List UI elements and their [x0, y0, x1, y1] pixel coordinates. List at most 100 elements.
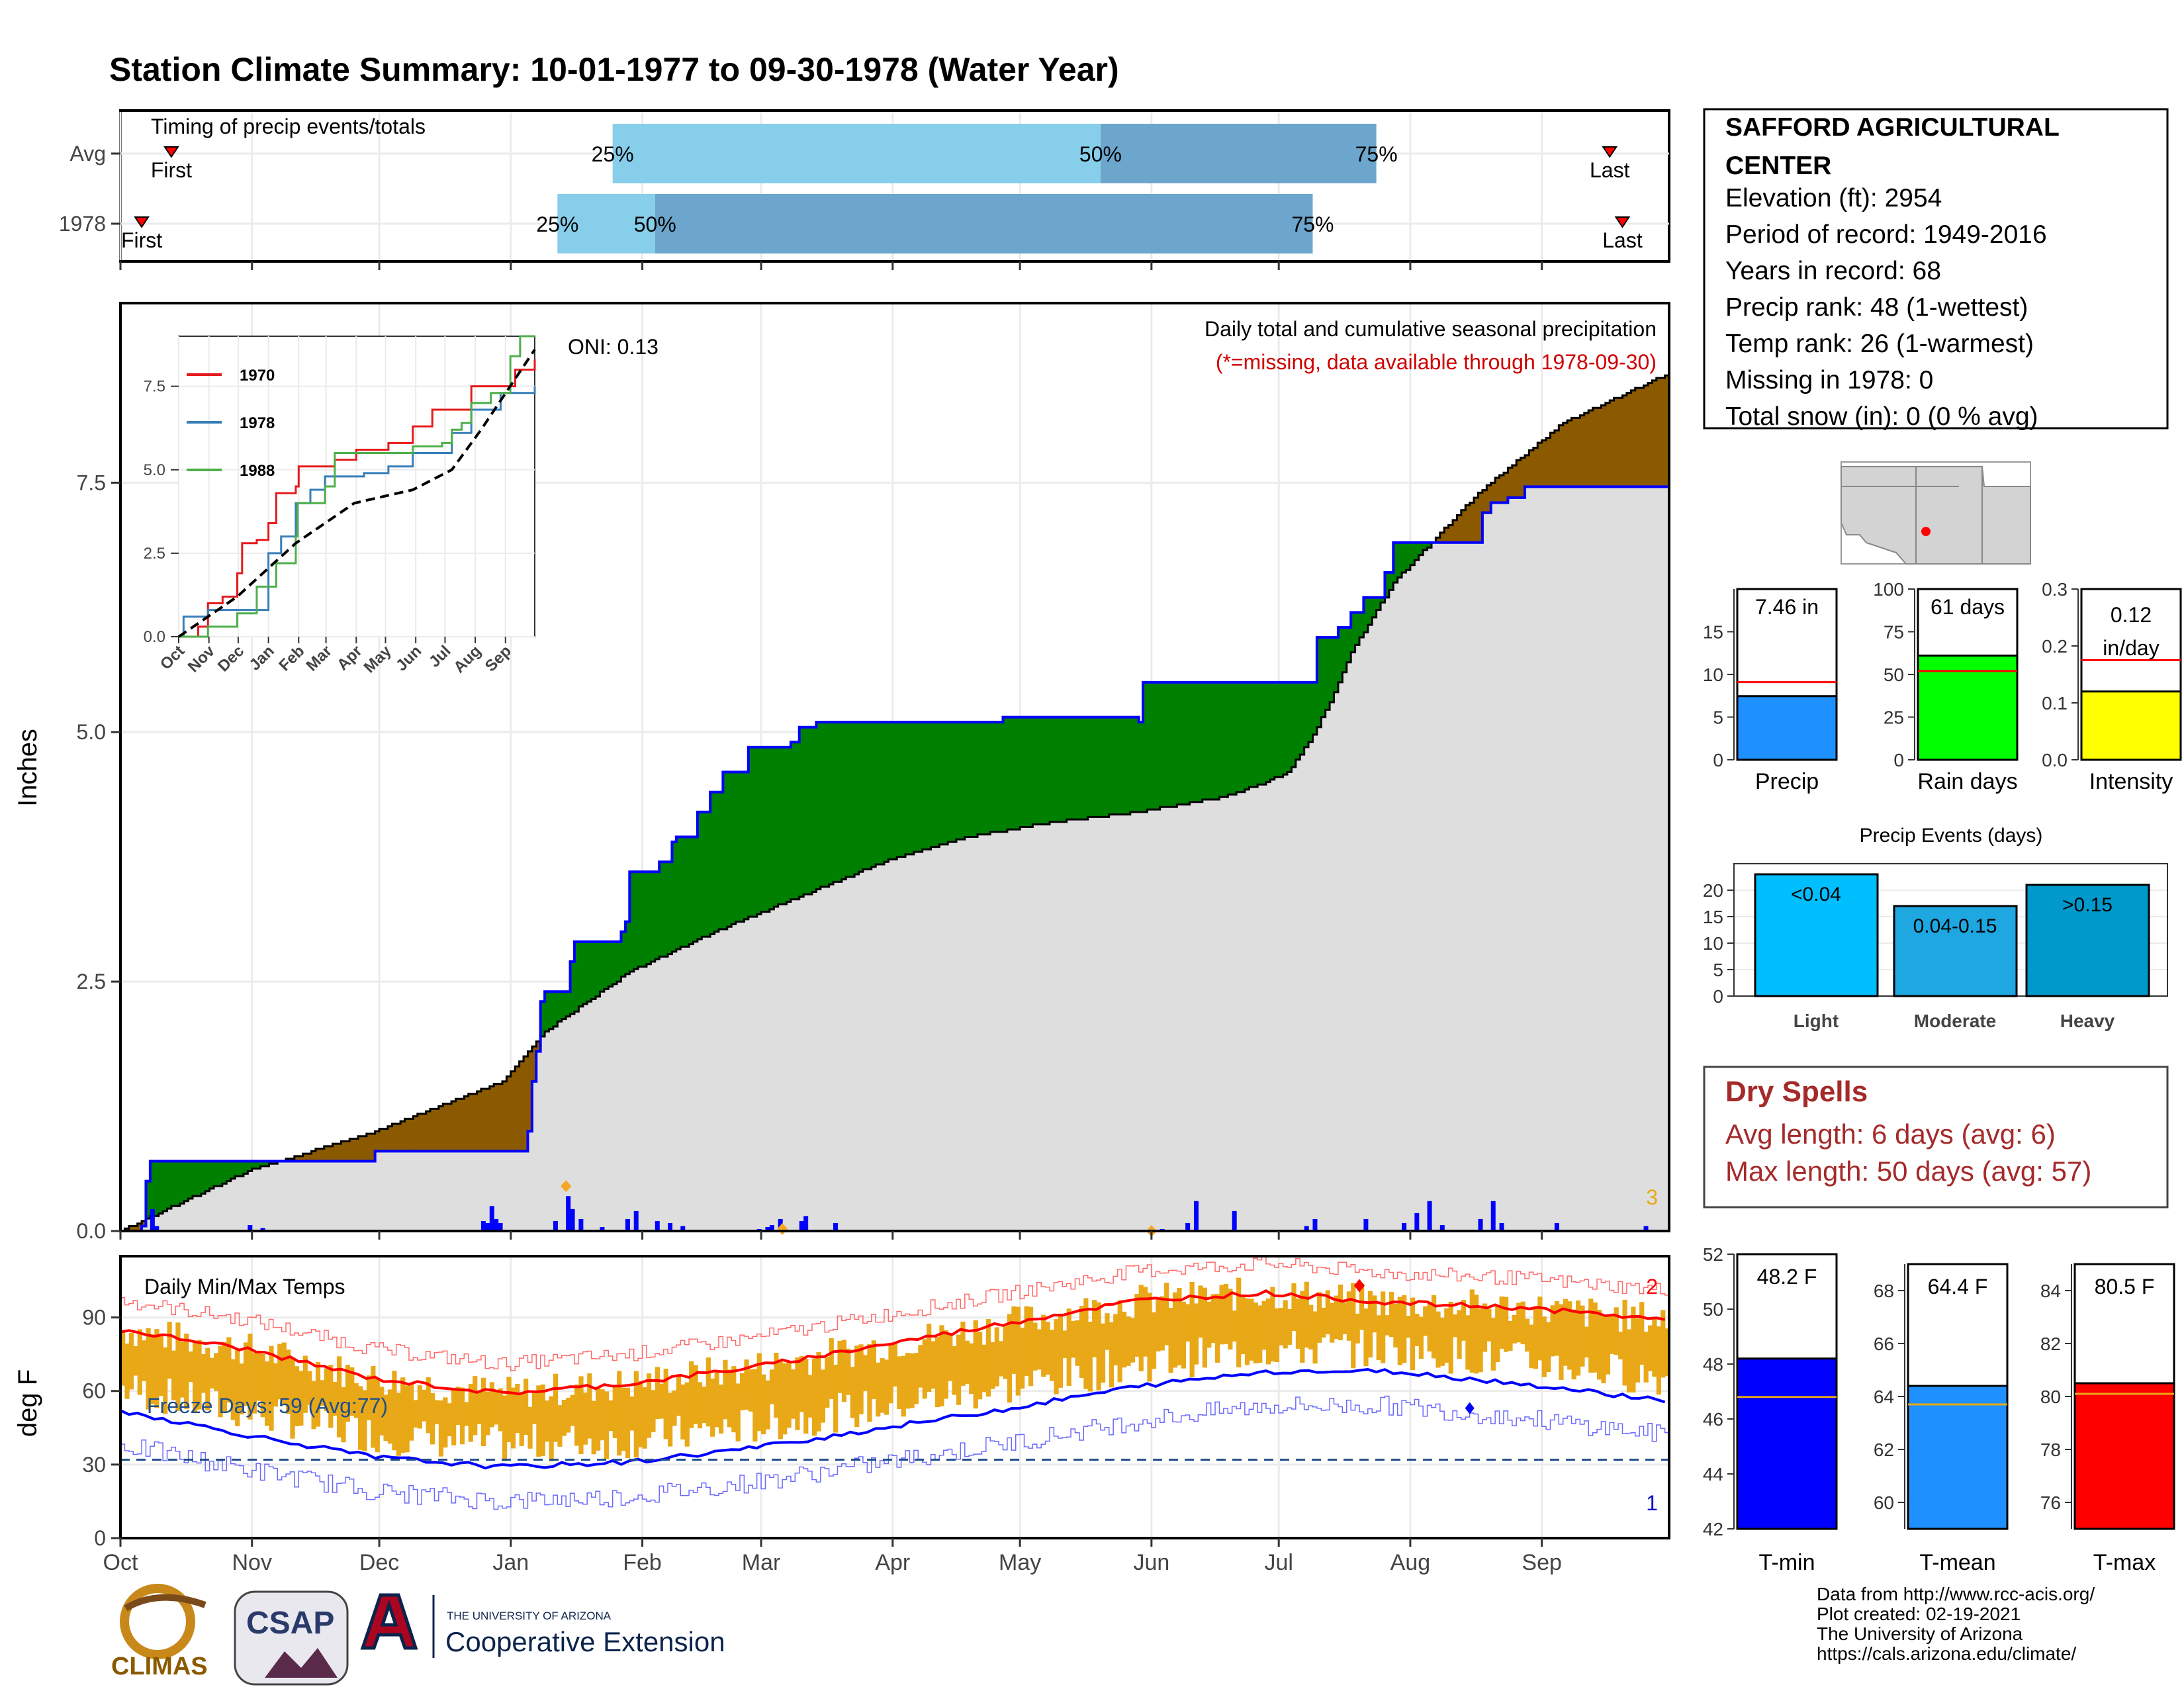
- above-average-area: [214, 1161, 219, 1187]
- above-average-area: [1355, 612, 1360, 645]
- daily-temp-bar: [1274, 1308, 1279, 1363]
- daily-temp-bar: [1253, 1303, 1258, 1364]
- daily-temp-bar: [485, 1391, 490, 1436]
- daily-temp-bar: [320, 1380, 325, 1406]
- above-average-area: [1325, 637, 1330, 710]
- inset-month-label: Feb: [275, 642, 308, 674]
- below-average-area: [1478, 492, 1483, 543]
- above-average-area: [570, 961, 575, 1015]
- above-average-area: [1321, 637, 1326, 717]
- daily-temp-bar: [1423, 1306, 1428, 1336]
- mini-bar-label: Rain days: [1917, 769, 2017, 794]
- above-average-area: [1020, 717, 1025, 827]
- daily-precip-bar: [1439, 1224, 1445, 1231]
- above-average-area: [684, 837, 690, 947]
- mini-tick-label: 15: [1703, 622, 1723, 643]
- temp-label: Daily Min/Max Temps: [144, 1275, 345, 1299]
- daily-temp-bar: [782, 1363, 788, 1435]
- daily-precip-bar: [494, 1218, 499, 1231]
- daily-temp-bar: [400, 1377, 406, 1453]
- above-average-area: [655, 872, 660, 960]
- daily-temp-bar: [277, 1344, 283, 1400]
- above-average-area: [825, 722, 830, 887]
- timing-label: Timing of precip events/totals: [151, 114, 426, 138]
- inset-ytick-label: 5.0: [144, 461, 165, 479]
- daily-temp-bar: [876, 1362, 881, 1417]
- first-label: First: [121, 228, 162, 252]
- above-average-area: [260, 1161, 265, 1167]
- above-average-area: [897, 722, 902, 857]
- above-average-area: [1130, 717, 1135, 812]
- daily-temp-bar: [1402, 1295, 1407, 1363]
- above-average-area: [1172, 682, 1177, 807]
- above-average-area: [680, 837, 686, 947]
- daily-temp-bar: [1639, 1302, 1645, 1365]
- daily-temp-bar: [752, 1369, 758, 1442]
- daily-temp-bar: [510, 1387, 516, 1449]
- daily-temp-bar: [519, 1392, 524, 1446]
- dry-spells: Dry Spells Avg length: 6 days (avg: 6) M…: [1703, 1066, 2169, 1209]
- mini-bar-charts: 0 5 10 15 Precip 0 25 50 75 100 Rain days 0.0 0.1 0.2…: [1703, 579, 2182, 794]
- above-average-area: [710, 792, 715, 935]
- above-average-area: [1156, 682, 1161, 810]
- daily-temp-bar: [438, 1400, 444, 1457]
- above-average-area: [621, 931, 626, 977]
- daily-precip-bar: [803, 1216, 809, 1231]
- temp-bar-tick-label: 66: [1874, 1334, 1894, 1354]
- temp-bar-value: [2073, 1382, 2175, 1530]
- mini-tick-label: 10: [1703, 664, 1723, 685]
- daily-temp-bar: [379, 1387, 385, 1436]
- climas-wordmark: CLIMAS: [111, 1653, 208, 1680]
- daily-temp-bar: [892, 1342, 898, 1387]
- mini-tick-label: 100: [1873, 579, 1904, 600]
- above-average-area: [1291, 682, 1297, 767]
- temp-ytick-label: 90: [82, 1306, 106, 1330]
- month-label: Feb: [623, 1550, 662, 1575]
- daily-precip-bar: [600, 1226, 605, 1231]
- daily-temp-bar: [1083, 1298, 1089, 1389]
- above-average-area: [1372, 597, 1377, 617]
- timing-panel: 25% 50% 75% First Last 25% 50% 75% First Last Tim…: [59, 109, 1670, 270]
- above-average-area: [672, 842, 677, 952]
- below-average-area: [1499, 475, 1504, 503]
- temp-bar-tick-label: 42: [1703, 1519, 1723, 1539]
- daily-temp-bar: [1647, 1325, 1653, 1371]
- daily-temp-bar: [1508, 1320, 1513, 1351]
- below-average-area: [498, 1083, 503, 1152]
- events-tick-label: 15: [1703, 907, 1723, 927]
- daily-temp-bar: [1406, 1316, 1411, 1338]
- daily-temp-bar: [1321, 1307, 1326, 1338]
- daily-temp-bar: [1316, 1292, 1322, 1343]
- station-detail: Total snow (in): 0 (0 % avg): [1725, 402, 2038, 431]
- climas-swirl: [120, 1584, 195, 1659]
- daily-precip-bar: [248, 1224, 253, 1231]
- daily-temp-bar: [1202, 1287, 1208, 1368]
- above-average-area: [978, 722, 983, 835]
- temp-bar-tick-label: 52: [1703, 1244, 1723, 1265]
- mini-bar-label: Precip: [1755, 769, 1819, 794]
- below-average-area: [1512, 465, 1517, 498]
- daily-temp-bar: [740, 1373, 745, 1410]
- inset-month-label: Jul: [426, 642, 455, 671]
- station-detail: Missing in 1978: 0: [1725, 366, 1933, 394]
- below-average-area: [1465, 505, 1471, 543]
- daily-temp-bar: [480, 1377, 486, 1447]
- daily-temp-bar: [1134, 1294, 1140, 1357]
- daily-temp-bar: [336, 1356, 342, 1438]
- events-title: Precip Events (days): [1860, 825, 2043, 846]
- daily-temp-bar: [1003, 1326, 1008, 1379]
- daily-temp-bar: [1575, 1301, 1581, 1376]
- daily-temp-bar: [235, 1349, 240, 1426]
- daily-temp-bar: [799, 1356, 804, 1412]
- above-average-area: [243, 1161, 248, 1174]
- daily-temp-bar: [633, 1371, 639, 1458]
- below-average-area: [353, 1138, 359, 1162]
- daily-temp-bar: [494, 1391, 499, 1425]
- daily-temp-bar: [638, 1381, 643, 1447]
- above-average-area: [871, 722, 876, 867]
- daily-temp-bar: [230, 1359, 236, 1420]
- above-average-area: [1338, 627, 1343, 682]
- daily-temp-bar: [756, 1353, 762, 1432]
- daily-temp-bar: [1652, 1316, 1657, 1377]
- timing-label-50: 50%: [634, 212, 676, 236]
